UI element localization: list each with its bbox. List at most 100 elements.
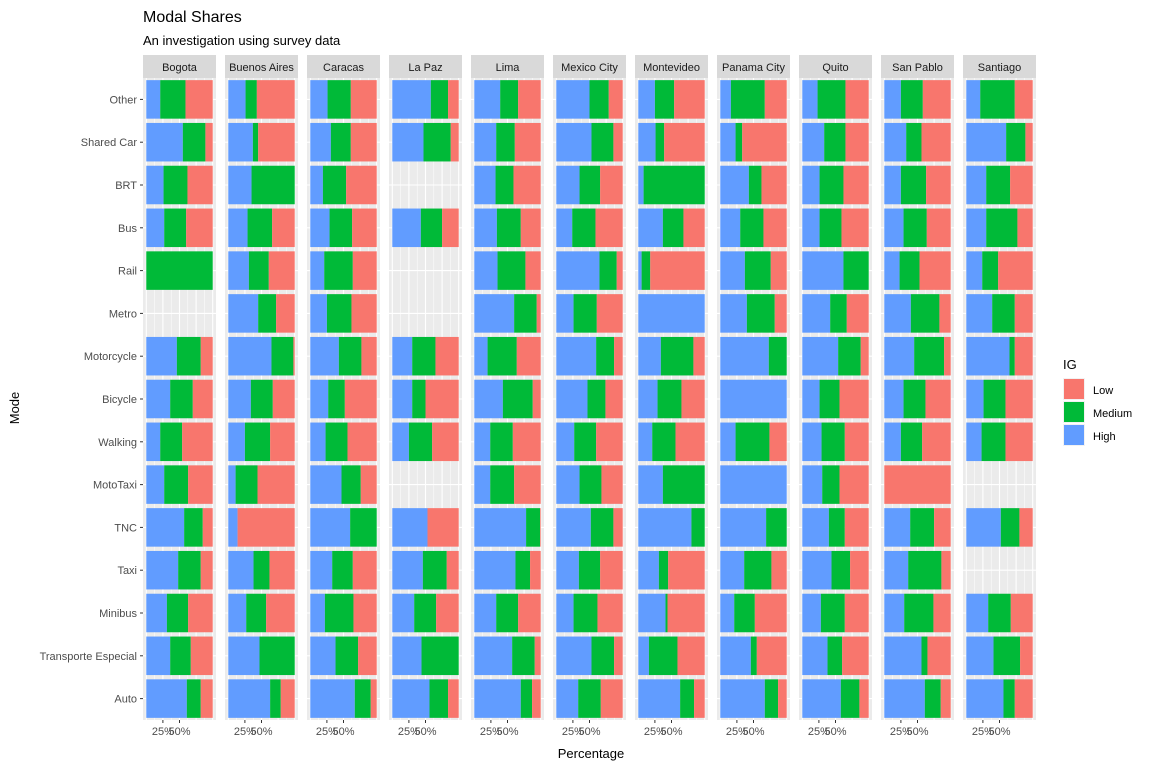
bar-segment	[425, 379, 459, 419]
facet-panel: San Pablo 25%50%	[881, 55, 954, 738]
bar-segment	[166, 593, 189, 633]
facet-strip-label: San Pablo	[892, 62, 943, 74]
bar-segment	[596, 336, 615, 376]
bar-segment	[748, 165, 762, 205]
bar-segment	[605, 379, 623, 419]
bar-segment	[474, 593, 497, 633]
bar-segment	[1025, 122, 1033, 162]
bar-segment	[650, 251, 705, 290]
bar-segment	[474, 336, 488, 376]
bar-segment	[276, 294, 295, 333]
bar-segment	[691, 508, 705, 547]
bar-segment	[966, 336, 1010, 376]
bar-segment	[310, 636, 336, 676]
bar-segment	[884, 294, 911, 333]
facet-panel: La Paz 25%50%	[389, 55, 462, 738]
bar-segment	[998, 251, 1033, 290]
bar-segment	[556, 636, 592, 676]
bar-segment	[884, 336, 915, 376]
bar-segment	[981, 422, 1006, 462]
bar-segment	[578, 679, 601, 718]
bar-segment	[496, 208, 521, 248]
bar-segment	[596, 294, 623, 333]
bar-segment	[845, 122, 869, 162]
bar-segment	[370, 679, 377, 718]
x-tick-label: 50%	[824, 726, 846, 738]
bar-segment	[412, 336, 436, 376]
facet-strip-label: Mexico City	[561, 62, 618, 74]
bar-segment	[802, 550, 832, 590]
bar-segment	[730, 80, 765, 119]
bar-segment	[176, 336, 201, 376]
bar-segment	[350, 80, 377, 119]
y-tick-label: Other	[109, 94, 137, 106]
bar-segment	[420, 208, 443, 248]
bar-segment	[429, 679, 449, 718]
bar-segment	[926, 165, 951, 205]
bar-segment	[392, 379, 413, 419]
bar-segment	[330, 122, 351, 162]
bar-segment	[205, 122, 213, 162]
bar-segment	[966, 80, 981, 119]
x-tick-label: 50%	[250, 726, 272, 738]
bar-segment	[513, 165, 541, 205]
bar-segment	[474, 122, 497, 162]
bar-segment	[660, 336, 694, 376]
bar-segment	[164, 465, 189, 504]
bar-segment	[310, 679, 355, 718]
bar-segment	[771, 550, 787, 590]
bar-segment	[310, 593, 325, 633]
bar-segment	[843, 165, 869, 205]
bar-segment	[228, 165, 252, 205]
bar-segment	[638, 251, 642, 290]
x-tick-label: 50%	[906, 726, 928, 738]
bar-segment	[925, 379, 951, 419]
bar-segment	[474, 679, 521, 718]
bar-segment	[325, 422, 348, 462]
y-tick-label: Bicycle	[102, 394, 137, 406]
bar-segment	[329, 208, 353, 248]
y-tick-label: Rail	[118, 266, 137, 278]
bar-segment	[310, 508, 351, 547]
bar-segment	[474, 165, 496, 205]
bar-segment	[694, 679, 705, 718]
bar-segment	[496, 593, 519, 633]
bar-segment	[146, 636, 171, 676]
bar-segment	[720, 508, 767, 547]
bar-segment	[764, 679, 779, 718]
bar-segment	[677, 636, 705, 676]
bar-segment	[392, 636, 422, 676]
bar-segment	[980, 80, 1015, 119]
bar-segment	[884, 80, 901, 119]
bar-segment	[734, 593, 755, 633]
bar-segment	[228, 465, 236, 504]
bar-segment	[532, 379, 541, 419]
x-tick-label: 25%	[480, 726, 502, 738]
y-tick-label: BRT	[115, 180, 137, 192]
bar-segment	[1006, 122, 1026, 162]
bar-segment	[322, 165, 347, 205]
bar-segment	[251, 165, 295, 205]
bar-segment	[840, 679, 860, 718]
bar-segment	[514, 465, 541, 504]
bar-segment	[182, 122, 206, 162]
bar-segment	[802, 379, 820, 419]
bar-segment	[520, 679, 533, 718]
legend-key	[1064, 402, 1084, 422]
bar-segment	[675, 422, 705, 462]
bar-segment	[448, 80, 459, 119]
bar-segment	[1014, 80, 1033, 119]
x-tick-label: 25%	[316, 726, 338, 738]
bar-segment	[351, 294, 377, 333]
bar-segment	[591, 636, 615, 676]
bar-segment	[310, 294, 327, 333]
bar-segment	[353, 593, 377, 633]
bar-segment	[919, 251, 951, 290]
bar-segment	[914, 336, 945, 376]
bar-segment	[641, 251, 651, 290]
bar-segment	[966, 208, 987, 248]
bar-segment	[770, 251, 787, 290]
x-tick-label: 50%	[496, 726, 518, 738]
bar-segment	[802, 465, 823, 504]
bar-segment	[556, 422, 575, 462]
